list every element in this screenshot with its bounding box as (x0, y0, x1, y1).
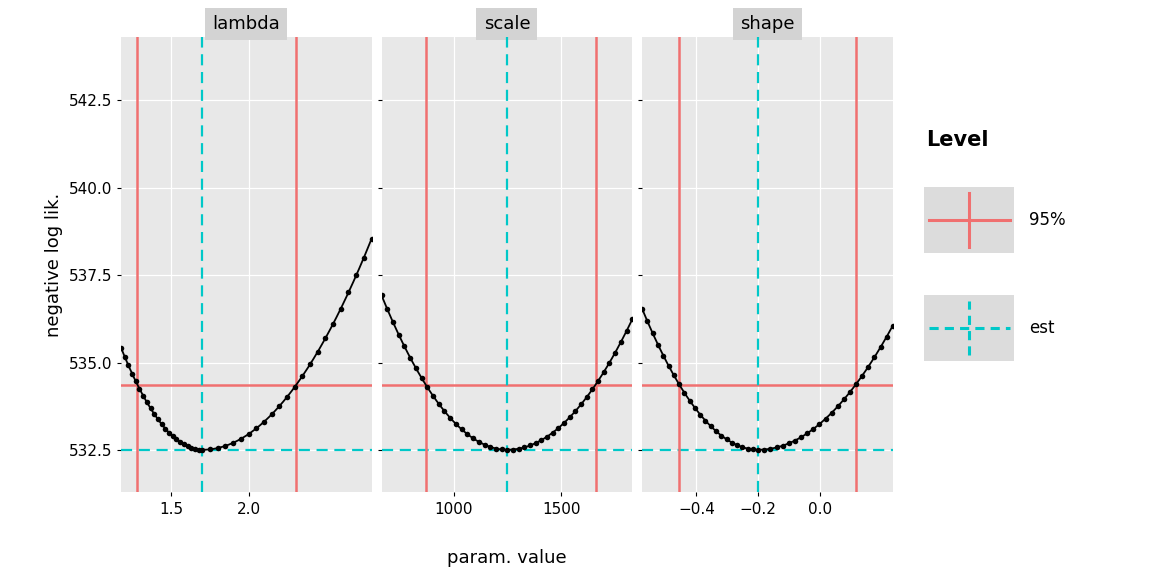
Title: lambda: lambda (212, 15, 280, 33)
Text: param. value: param. value (447, 550, 567, 567)
Text: Level: Level (926, 130, 990, 150)
Title: scale: scale (484, 15, 530, 33)
Text: 95%: 95% (1029, 211, 1066, 229)
Title: shape: shape (741, 15, 795, 33)
Text: est: est (1029, 319, 1054, 337)
Y-axis label: negative log lik.: negative log lik. (45, 193, 63, 337)
FancyBboxPatch shape (924, 187, 1014, 253)
FancyBboxPatch shape (924, 295, 1014, 361)
